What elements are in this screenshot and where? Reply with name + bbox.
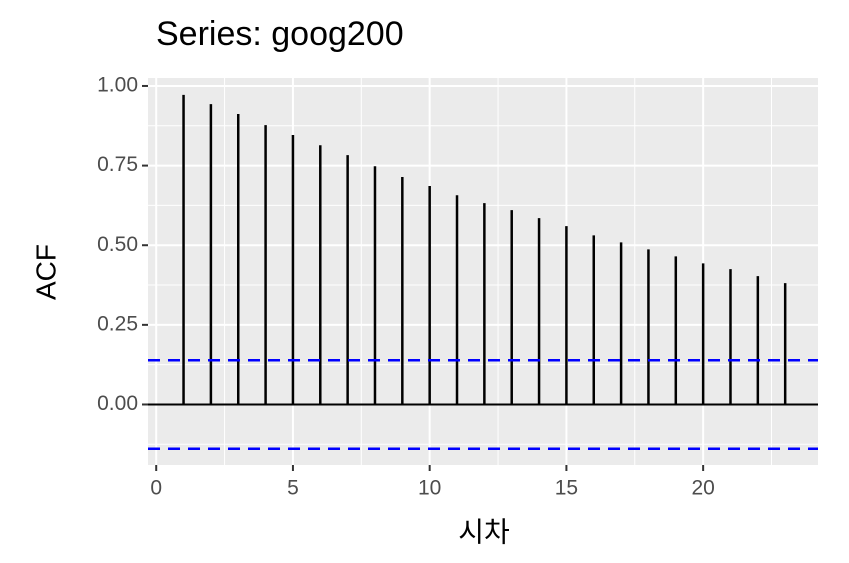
x-tick-label: 10 [418, 477, 441, 500]
y-tick-label: 0.25 [97, 312, 138, 335]
y-tick-label: 0.00 [97, 392, 138, 415]
y-tick-label: 1.00 [97, 74, 138, 97]
x-tick-label: 0 [150, 477, 162, 500]
y-tick-label: 0.75 [97, 153, 138, 176]
y-axis-title: ACF [30, 244, 61, 300]
y-tick-label: 0.50 [97, 233, 138, 256]
plot-panel [148, 78, 818, 465]
x-tick-label: 20 [691, 477, 714, 500]
x-axis-title: 시차 [458, 516, 510, 547]
chart-title: Series: goog200 [156, 15, 404, 53]
x-tick-label: 15 [555, 477, 578, 500]
x-tick-label: 5 [287, 477, 299, 500]
